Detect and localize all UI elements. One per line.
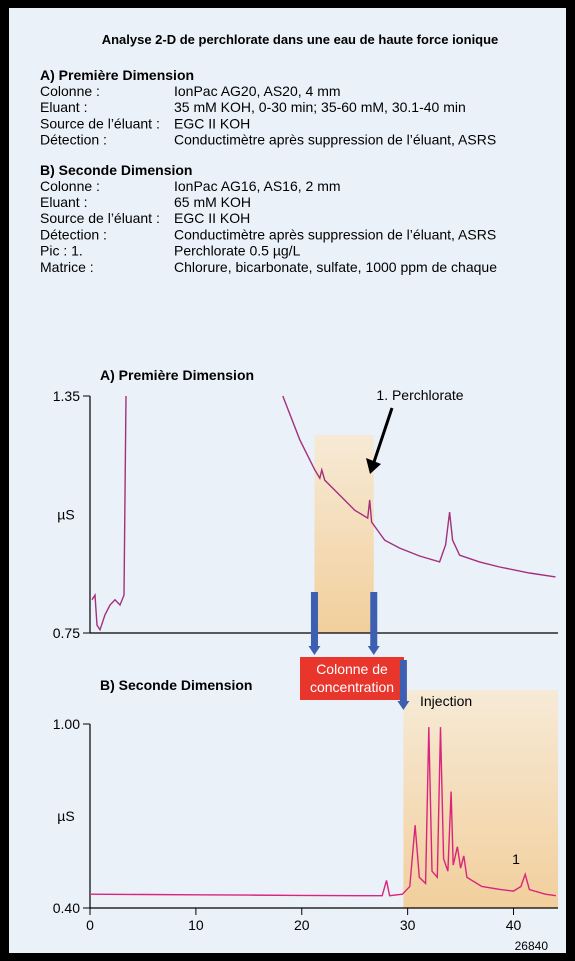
section-heading: A) Première Dimension [40,67,194,83]
condition-value: 65 mM KOH [174,194,251,210]
condition-value: Chlorure, bicarbonate, sulfate, 1000 ppm… [174,259,497,275]
injection-arrow [399,660,407,702]
condition-label: Eluant : [40,99,87,115]
highlight-region [403,690,558,908]
y-tick-label: 0.40 [53,900,80,916]
y-tick-label: 0.75 [53,625,80,641]
transfer-arrow [310,592,318,647]
annotation: 1. Perchlorate [376,387,463,403]
trace [91,395,556,632]
x-tick-label: 40 [506,917,522,933]
figure-title: Analyse 2-D de perchlorate dans une eau … [102,32,499,47]
condition-value: Conductimètre après suppression de l’élu… [174,132,496,148]
annotation-arrow [372,407,394,463]
condition-label: Colonne : [40,178,100,194]
figure-id: 26840 [515,939,549,953]
x-tick-label: 0 [86,917,94,933]
y-tick-label: 1.00 [53,716,80,732]
condition-value: Perchlorate 0.5 µg/L [174,243,301,259]
condition-label: Détection : [40,226,107,242]
column-box [300,657,404,700]
condition-label: Détection : [40,132,107,148]
condition-label: Eluant : [40,194,87,210]
condition-label: Matrice : [40,259,94,275]
chart-title: A) Première Dimension [100,367,254,383]
y-tick-label: 1.35 [53,388,80,404]
condition-value: Conductimètre après suppression de l’élu… [174,226,496,242]
condition-value: EGC II KOH [174,115,250,131]
condition-value: IonPac AG16, AS16, 2 mm [174,178,341,194]
condition-label: Pic : 1. [40,243,83,259]
trace [89,727,556,897]
column-label: concentration [310,679,394,695]
condition-label: Source de l’éluant : [40,210,160,226]
condition-value: 35 mM KOH, 0-30 min; 35-60 mM, 30.1-40 m… [174,99,466,115]
transfer-arrow [370,592,378,647]
annotation: Injection [420,693,472,709]
column-label: Colonne de [316,661,388,677]
condition-value: EGC II KOH [174,210,250,226]
section-heading: B) Seconde Dimension [40,162,192,178]
transfer-arrow-head [367,646,380,655]
condition-value: IonPac AG20, AS20, 4 mm [174,83,341,99]
highlight-region [314,435,374,633]
y-axis-label: µS [57,507,74,523]
transfer-arrow-head [308,646,321,655]
x-tick-label: 20 [294,917,310,933]
condition-label: Source de l’éluant : [40,115,160,131]
x-tick-label: 30 [400,917,416,933]
x-tick-label: 10 [188,917,204,933]
injection-arrow-head [397,701,410,710]
annotation-arrowhead [366,458,381,474]
y-axis-label: µS [57,808,74,824]
condition-label: Colonne : [40,83,100,99]
chart-title: B) Seconde Dimension [100,677,252,693]
peak-label: 1 [512,851,520,867]
